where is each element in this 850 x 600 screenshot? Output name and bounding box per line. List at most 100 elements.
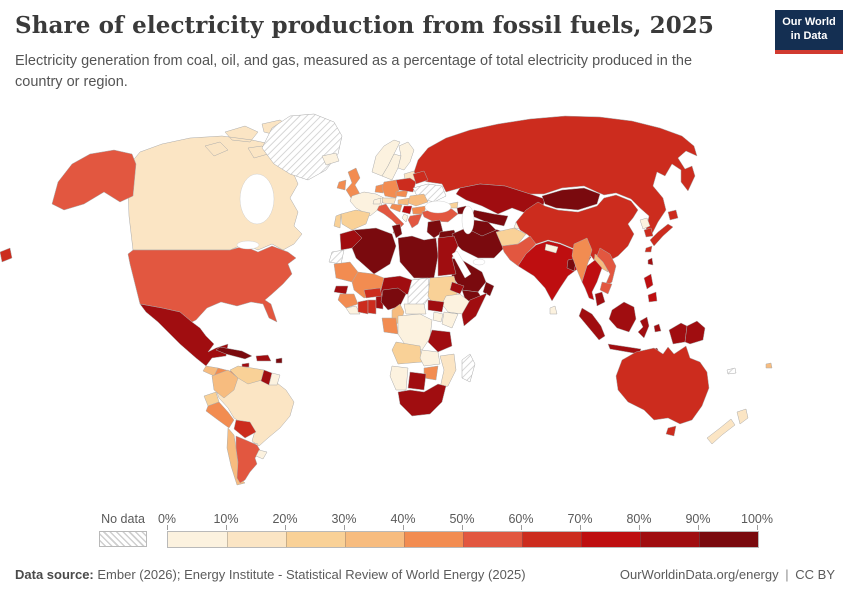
country-uganda[interactable] bbox=[432, 311, 444, 323]
country-taiwan[interactable] bbox=[647, 257, 654, 266]
country-zimbabwe[interactable] bbox=[423, 365, 439, 381]
country-new-zealand[interactable] bbox=[706, 408, 749, 445]
country-south-africa[interactable] bbox=[397, 383, 447, 417]
footer-separator: | bbox=[785, 567, 789, 582]
no-data-swatch[interactable] bbox=[99, 531, 147, 547]
country-liberia[interactable] bbox=[345, 305, 361, 315]
country-ireland[interactable] bbox=[336, 179, 347, 191]
legend-bin[interactable] bbox=[581, 532, 640, 547]
legend-bin[interactable] bbox=[227, 532, 286, 547]
country-south-korea[interactable] bbox=[643, 227, 654, 238]
country-bolivia[interactable] bbox=[233, 419, 257, 439]
country-japan[interactable] bbox=[644, 209, 679, 253]
country-ghana[interactable] bbox=[367, 299, 377, 315]
country-chad[interactable] bbox=[407, 277, 431, 309]
country-china[interactable] bbox=[515, 194, 639, 265]
legend-bin[interactable] bbox=[522, 532, 581, 547]
owid-logo[interactable]: Our World in Data bbox=[775, 10, 843, 54]
country-zambia[interactable] bbox=[419, 349, 441, 367]
country-argentina[interactable] bbox=[235, 435, 261, 484]
legend-bin[interactable] bbox=[699, 532, 758, 547]
country-peru[interactable] bbox=[205, 401, 235, 429]
country-venezuela[interactable] bbox=[229, 365, 265, 385]
country-hispaniola[interactable] bbox=[255, 354, 272, 362]
country-fiji[interactable] bbox=[765, 362, 773, 369]
legend-bin[interactable] bbox=[404, 532, 463, 547]
country-spain[interactable] bbox=[340, 209, 371, 231]
country-netherlands[interactable] bbox=[374, 183, 385, 194]
country-nepal[interactable] bbox=[544, 243, 559, 254]
country-angola[interactable] bbox=[391, 341, 423, 365]
legend-bin[interactable] bbox=[345, 532, 404, 547]
owid-logo-text: Our World in Data bbox=[775, 10, 843, 50]
country-colombia[interactable] bbox=[211, 369, 239, 399]
legend-bin[interactable] bbox=[286, 532, 345, 547]
country-kenya[interactable] bbox=[441, 311, 459, 329]
country-gabon-congo[interactable] bbox=[381, 317, 399, 335]
country-western-sahara[interactable] bbox=[328, 249, 345, 265]
country-malaysia[interactable] bbox=[594, 291, 606, 307]
country-finland[interactable] bbox=[397, 141, 415, 171]
country-algeria[interactable] bbox=[351, 227, 397, 275]
country-central-african-republic[interactable] bbox=[403, 303, 427, 315]
country-romania[interactable] bbox=[407, 193, 429, 207]
country-australia[interactable] bbox=[615, 345, 710, 437]
country-libya[interactable] bbox=[397, 235, 439, 279]
country-burkina-faso[interactable] bbox=[363, 287, 383, 299]
country-new-caledonia[interactable] bbox=[726, 367, 737, 375]
country-senegal[interactable] bbox=[333, 285, 349, 295]
country-greenland[interactable] bbox=[261, 113, 343, 181]
country-sri-lanka[interactable] bbox=[549, 305, 558, 315]
country-levant[interactable] bbox=[426, 219, 444, 239]
country-mexico[interactable] bbox=[139, 303, 229, 367]
country-albania[interactable] bbox=[401, 213, 409, 223]
country-afghanistan[interactable] bbox=[495, 227, 527, 247]
country-croatia[interactable] bbox=[389, 203, 403, 213]
country-switzerland[interactable] bbox=[372, 197, 382, 205]
country-cuba[interactable] bbox=[215, 346, 253, 360]
country-philippines[interactable] bbox=[643, 273, 658, 303]
country-guinea[interactable] bbox=[337, 293, 359, 309]
country-thailand[interactable] bbox=[581, 259, 603, 301]
country-iceland[interactable] bbox=[321, 152, 340, 166]
legend-bin[interactable] bbox=[168, 532, 227, 547]
country-madagascar[interactable] bbox=[461, 353, 476, 383]
legend-no-data[interactable]: No data bbox=[99, 512, 147, 547]
country-puerto-rico[interactable] bbox=[275, 357, 283, 364]
country-botswana[interactable] bbox=[407, 371, 427, 391]
country-belarus[interactable] bbox=[412, 170, 429, 185]
country-hungary[interactable] bbox=[397, 197, 411, 206]
country-indonesia[interactable] bbox=[578, 301, 688, 356]
country-tanzania[interactable] bbox=[427, 329, 453, 353]
country-serbia[interactable] bbox=[401, 205, 413, 215]
legend-tick-mark bbox=[403, 525, 404, 530]
great-lakes bbox=[236, 240, 260, 250]
country-poland[interactable] bbox=[395, 177, 417, 193]
country-drc[interactable] bbox=[397, 313, 433, 351]
country-nigeria[interactable] bbox=[380, 287, 407, 311]
country-south-sudan[interactable] bbox=[427, 299, 445, 313]
country-suriname[interactable] bbox=[268, 372, 281, 386]
legend-bin[interactable] bbox=[640, 532, 699, 547]
legend-tick-label: 80% bbox=[626, 512, 652, 526]
legend-bin[interactable] bbox=[463, 532, 522, 547]
country-oman[interactable] bbox=[482, 281, 495, 297]
legend-tick-mark bbox=[285, 525, 286, 530]
country-north-korea[interactable] bbox=[639, 217, 651, 230]
country-uruguay[interactable] bbox=[255, 449, 268, 460]
country-egypt[interactable] bbox=[437, 235, 459, 277]
country-portugal[interactable] bbox=[333, 213, 342, 229]
owid-url-link[interactable]: OurWorldinData.org/energy bbox=[619, 567, 779, 582]
country-mozambique[interactable] bbox=[439, 353, 457, 389]
country-namibia[interactable] bbox=[389, 365, 409, 391]
country-jamaica[interactable] bbox=[241, 362, 250, 368]
country-greece[interactable] bbox=[407, 213, 423, 229]
country-tunisia[interactable] bbox=[391, 223, 403, 239]
country-papua-new-guinea[interactable] bbox=[684, 320, 706, 345]
country-united-kingdom[interactable] bbox=[345, 167, 361, 199]
country-mongolia[interactable] bbox=[541, 187, 601, 211]
country-somalia[interactable] bbox=[461, 292, 488, 327]
country-austria[interactable] bbox=[381, 197, 397, 205]
country-cote-divoire[interactable] bbox=[357, 299, 369, 315]
country-cambodia[interactable] bbox=[599, 281, 613, 295]
